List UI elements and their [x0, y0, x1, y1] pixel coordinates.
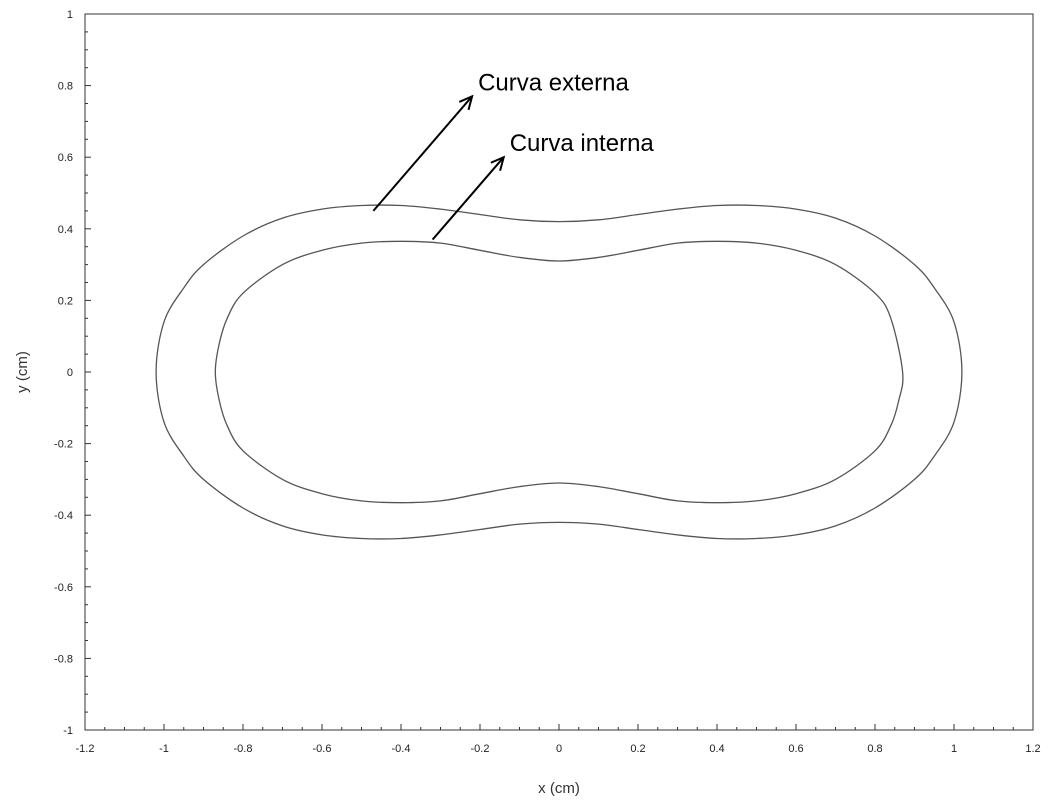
x-tick-label: -0.4: [392, 743, 411, 755]
x-tick-label: 0.4: [709, 743, 724, 755]
annotation-arrow-head: [490, 155, 506, 171]
x-tick-label: 1.2: [1025, 743, 1040, 755]
y-tick-label: -1: [63, 725, 73, 737]
x-axis-label: x (cm): [538, 780, 580, 797]
y-tick-label: 0.2: [58, 295, 73, 307]
annotation-arrow-head: [458, 94, 474, 111]
x-tick-label: 1: [951, 743, 957, 755]
y-tick-label: 0.4: [58, 224, 73, 236]
y-axis-label: y (cm): [14, 351, 31, 393]
x-tick-label: 0: [556, 743, 562, 755]
y-tick-label: -0.8: [54, 653, 73, 665]
y-tick-label: 0.8: [58, 81, 73, 93]
annotation-arrow-line: [372, 95, 473, 212]
outer-curve-line: [155, 204, 963, 540]
annotations-group: Curva externa Curva interna: [372, 69, 655, 241]
x-tick-label: -0.6: [313, 743, 332, 755]
x-tick-label: 0.2: [630, 743, 645, 755]
plot-area: [84, 13, 1034, 731]
series-group: [155, 204, 963, 540]
x-tick-label: -0.8: [234, 743, 253, 755]
annotation-inner: Curva interna: [510, 130, 655, 157]
y-tick-label: -0.6: [54, 582, 73, 594]
x-tick-label: 0.6: [788, 743, 803, 755]
y-tick-label: 0: [67, 367, 73, 379]
x-tick-label: -1.2: [76, 743, 95, 755]
x-tick-label: -1: [159, 743, 169, 755]
y-axis-ticks: 1 0.8 0.6 0.4 0.2 0 -0.2 -0.4 -0.6 -0.8 -1: [54, 9, 91, 737]
y-tick-label: -0.4: [54, 510, 73, 522]
inner-curve-line: [214, 240, 904, 504]
annotation-arrow-line: [431, 156, 505, 241]
y-tick-label: 0.6: [58, 152, 73, 164]
y-tick-label: 1: [67, 9, 73, 21]
x-tick-label: -0.2: [471, 743, 490, 755]
annotation-outer: Curva externa: [478, 69, 629, 96]
x-axis-ticks: -1.2 -1 -0.8 -0.6 -0.4 -0.2 0 0.2 0.4 0.6 0.8 1 1.2: [76, 724, 1041, 755]
x-tick-label: 0.8: [867, 743, 882, 755]
y-tick-label: -0.2: [54, 439, 73, 451]
